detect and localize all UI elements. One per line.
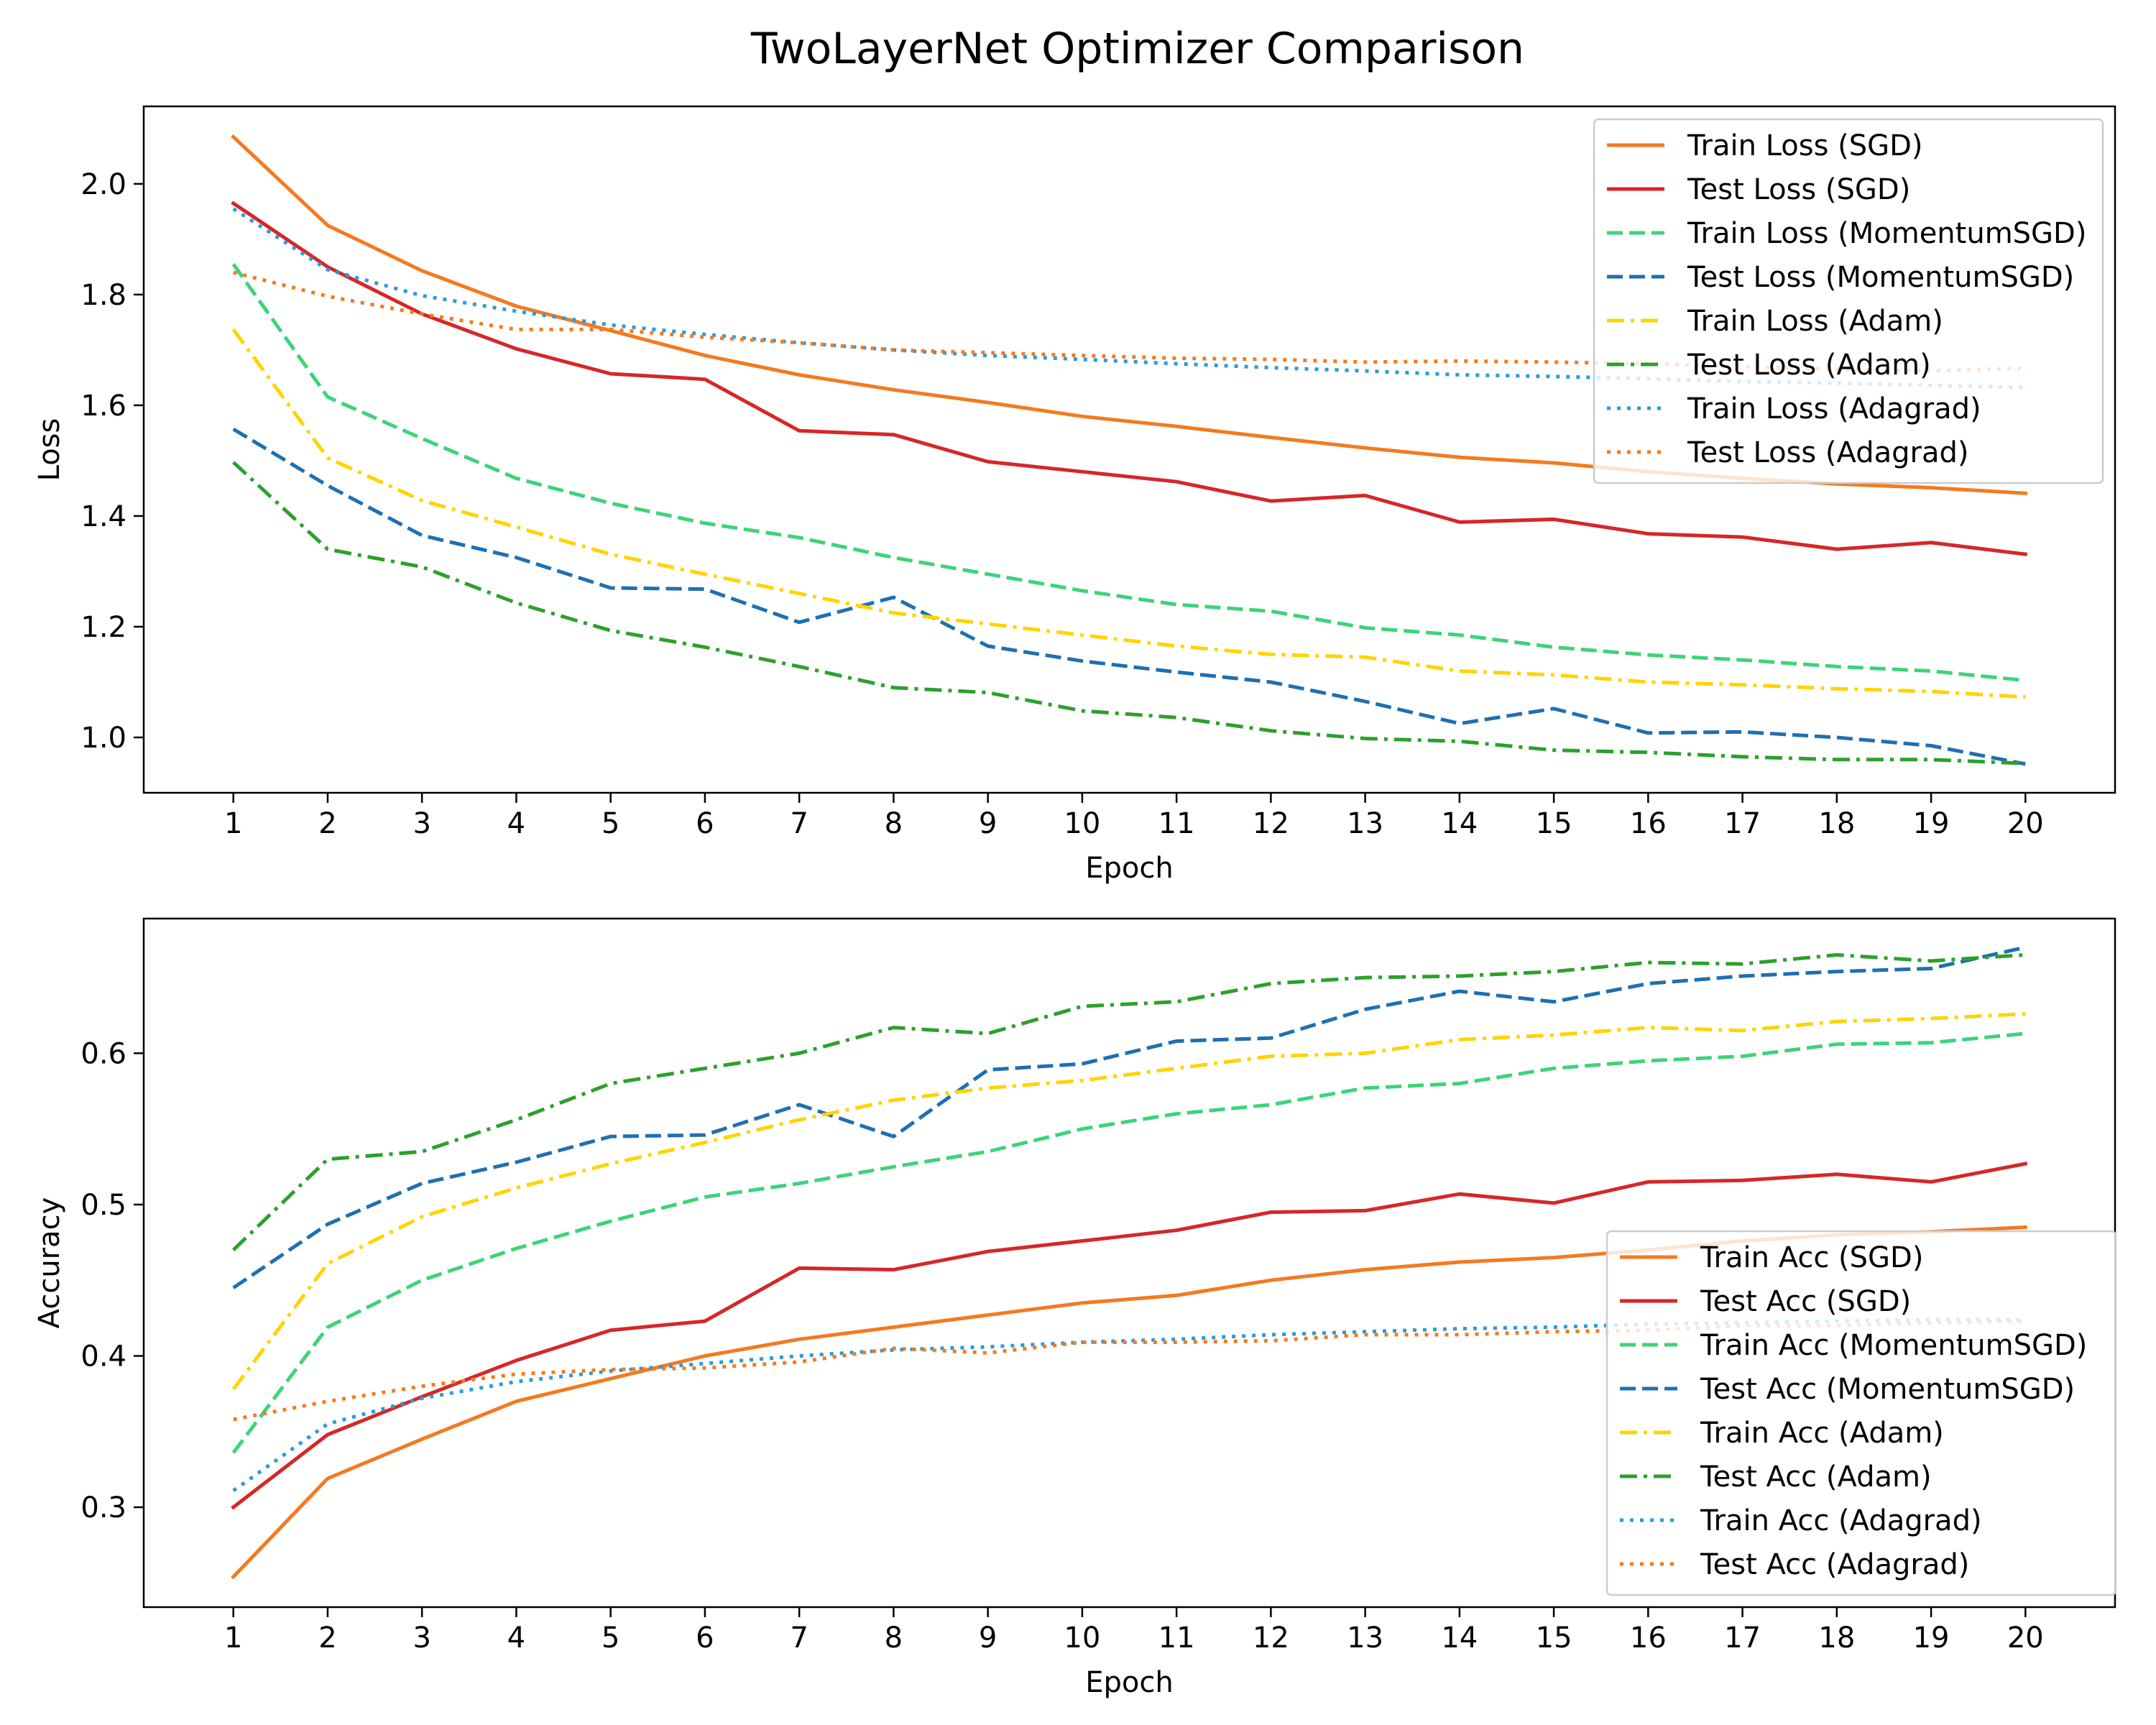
accuracy-x-tick-label: 4 bbox=[507, 1622, 525, 1655]
accuracy-series-line-test-acc-sgd bbox=[231, 1162, 2028, 1510]
accuracy-x-tick-label: 11 bbox=[1158, 1622, 1195, 1655]
accuracy-x-tick-label: 2 bbox=[318, 1622, 336, 1655]
loss-x-tick-label: 4 bbox=[507, 807, 525, 840]
accuracy-x-tick-label: 6 bbox=[696, 1622, 714, 1655]
loss-legend-label: Train Loss (SGD) bbox=[1687, 129, 1923, 162]
loss-x-tick-label: 5 bbox=[602, 807, 619, 840]
loss-legend-label: Test Loss (Adam) bbox=[1687, 349, 1931, 382]
loss-x-tick-label: 6 bbox=[696, 807, 714, 840]
accuracy-x-axis-label: Epoch bbox=[1085, 1666, 1173, 1699]
accuracy-x-tick-label: 7 bbox=[790, 1622, 808, 1655]
loss-series-line-test-loss-sgd bbox=[231, 201, 2028, 556]
accuracy-x-tick-label: 10 bbox=[1064, 1622, 1100, 1655]
accuracy-y-axis-label: Accuracy bbox=[33, 1197, 66, 1329]
loss-series-line-test-loss-momentumsgd bbox=[232, 427, 2026, 766]
loss-series-line-train-loss-adam bbox=[231, 328, 2026, 699]
loss-axes-frame bbox=[142, 105, 2116, 794]
accuracy-subplot: 1 2 3 4 5 6 7 8 9 10 11 12 13 14 15 16 17 18 19 200.30.40.5… bbox=[33, 917, 2117, 1699]
accuracy-x-tick-label: 3 bbox=[413, 1622, 430, 1655]
accuracy-x-tick-label: 15 bbox=[1536, 1622, 1572, 1655]
accuracy-legend-label: Train Acc (Adagrad) bbox=[1700, 1504, 1982, 1537]
loss-x-tick-label: 3 bbox=[413, 807, 430, 840]
loss-x-tick-label: 19 bbox=[1913, 807, 1950, 840]
loss-y-tick-label: 1.4 bbox=[80, 500, 126, 533]
loss-y-tick-label: 1.0 bbox=[80, 722, 126, 755]
loss-legend-label: Train Loss (MomentumSGD) bbox=[1687, 217, 2086, 250]
loss-y-tick-label: 1.8 bbox=[80, 279, 126, 312]
accuracy-y-tick-label: 0.5 bbox=[80, 1189, 126, 1222]
accuracy-legend-box bbox=[1606, 1230, 2117, 1596]
loss-series-line-test-loss-adam bbox=[232, 461, 2026, 765]
loss-x-tick-label: 17 bbox=[1724, 807, 1761, 840]
loss-x-tick-label: 12 bbox=[1253, 807, 1289, 840]
loss-legend: Train Loss (SGD) Test Loss (SGD) Train Los… bbox=[1593, 118, 2104, 484]
loss-x-tick-label: 13 bbox=[1347, 807, 1383, 840]
accuracy-x-tick-label: 20 bbox=[2007, 1622, 2044, 1655]
accuracy-series-line-train-acc-momentumsgd bbox=[231, 1031, 2026, 1454]
accuracy-x-tick-label: 17 bbox=[1724, 1622, 1761, 1655]
loss-x-tick-label: 10 bbox=[1064, 807, 1100, 840]
accuracy-legend-label: Test Acc (SGD) bbox=[1700, 1285, 1911, 1318]
accuracy-x-tick-label: 5 bbox=[602, 1622, 619, 1655]
loss-subplot: 1 2 3 4 5 6 7 8 9 10 11 12 13 14 15 16 17 18 19 201.01.21.4… bbox=[33, 105, 2116, 885]
accuracy-x-tick-label: 19 bbox=[1913, 1622, 1950, 1655]
loss-legend-label: Test Loss (SGD) bbox=[1687, 173, 1910, 206]
accuracy-x-tick-label: 16 bbox=[1630, 1622, 1667, 1655]
loss-legend-label: Train Loss (Adagrad) bbox=[1687, 392, 1981, 426]
accuracy-x-tick-label: 12 bbox=[1253, 1622, 1289, 1655]
loss-legend-label: Test Loss (Adagrad) bbox=[1687, 436, 1968, 469]
loss-y-axis-label: Loss bbox=[33, 418, 66, 482]
loss-x-tick-label: 11 bbox=[1158, 807, 1195, 840]
accuracy-legend-label: Test Acc (Adam) bbox=[1700, 1460, 1932, 1494]
accuracy-legend: Train Acc (SGD) Test Acc (SGD) Train Acc (… bbox=[1606, 1230, 2117, 1596]
loss-series-line-train-loss-momentumsgd bbox=[231, 263, 2026, 683]
loss-x-tick-label: 18 bbox=[1818, 807, 1855, 840]
accuracy-y-tick-label: 0.6 bbox=[80, 1037, 126, 1070]
loss-x-tick-label: 16 bbox=[1630, 807, 1667, 840]
loss-x-tick-label: 14 bbox=[1441, 807, 1478, 840]
loss-y-tick-label: 1.6 bbox=[80, 390, 126, 423]
loss-y-tick-label: 1.2 bbox=[80, 611, 126, 644]
loss-legend-label: Train Loss (Adam) bbox=[1687, 305, 1943, 338]
loss-legend-label: Test Loss (MomentumSGD) bbox=[1687, 261, 2074, 294]
accuracy-x-tick-label: 13 bbox=[1347, 1622, 1383, 1655]
loss-x-tick-label: 8 bbox=[885, 807, 903, 840]
loss-x-tick-label: 9 bbox=[979, 807, 997, 840]
accuracy-x-tick-label: 9 bbox=[979, 1622, 997, 1655]
loss-legend-box bbox=[1593, 118, 2104, 484]
loss-x-tick-label: 2 bbox=[318, 807, 336, 840]
accuracy-series-line-test-acc-adam bbox=[231, 953, 2026, 1251]
accuracy-x-tick-label: 8 bbox=[885, 1622, 903, 1655]
accuracy-legend-label: Train Acc (Adam) bbox=[1700, 1417, 1944, 1450]
loss-x-tick-label: 20 bbox=[2007, 807, 2044, 840]
loss-x-tick-label: 1 bbox=[224, 807, 242, 840]
accuracy-series-line-test-acc-momentumsgd bbox=[232, 945, 2026, 1289]
accuracy-y-tick-label: 0.4 bbox=[80, 1340, 126, 1373]
loss-x-axis-label: Epoch bbox=[1085, 852, 1173, 885]
accuracy-legend-label: Test Acc (Adagrad) bbox=[1700, 1548, 1969, 1581]
accuracy-x-tick-label: 14 bbox=[1441, 1622, 1478, 1655]
loss-x-tick-label: 7 bbox=[790, 807, 808, 840]
accuracy-series-line-train-acc-adam bbox=[231, 1012, 2026, 1391]
figure-title: TwoLayerNet Optimizer Comparison bbox=[750, 24, 1524, 74]
accuracy-x-tick-label: 1 bbox=[224, 1622, 242, 1655]
accuracy-legend-label: Train Acc (SGD) bbox=[1700, 1241, 1923, 1274]
loss-x-tick-label: 15 bbox=[1536, 807, 1572, 840]
accuracy-legend-label: Train Acc (MomentumSGD) bbox=[1700, 1329, 2087, 1362]
accuracy-y-tick-label: 0.3 bbox=[80, 1491, 126, 1524]
accuracy-legend-label: Test Acc (MomentumSGD) bbox=[1700, 1373, 2075, 1406]
loss-y-tick-label: 2.0 bbox=[80, 168, 126, 201]
accuracy-x-tick-label: 18 bbox=[1818, 1622, 1855, 1655]
